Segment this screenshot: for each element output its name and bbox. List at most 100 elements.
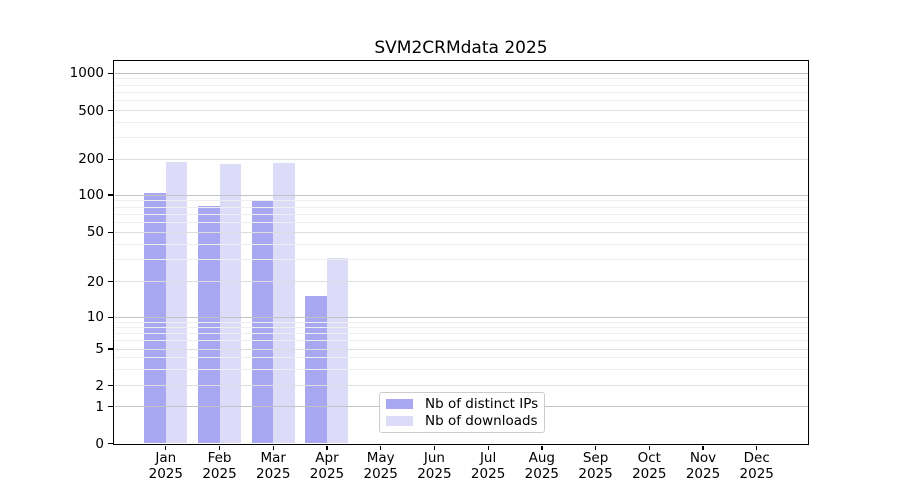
legend-label-downloads: Nb of downloads <box>425 413 538 429</box>
y-tick-mark <box>107 442 114 445</box>
gridline-minor <box>115 100 809 102</box>
y-tick-mark <box>107 316 114 318</box>
bar-distinct-ips-jan <box>144 193 166 444</box>
gridline-minor <box>115 78 809 80</box>
x-tick-label: Dec 2025 <box>729 450 785 483</box>
x-tick-mark <box>756 445 758 450</box>
legend-item-downloads: Nb of downloads <box>386 413 538 429</box>
bar-downloads-mar <box>273 162 295 444</box>
gridline-minor <box>115 206 809 208</box>
x-tick-label-year: 2025 <box>685 465 721 482</box>
x-tick-mark <box>272 445 274 450</box>
legend-swatch-downloads <box>386 415 413 427</box>
gridline-minor <box>115 221 809 223</box>
gridline-minor <box>115 200 809 202</box>
x-tick-mark <box>380 445 382 450</box>
bar-distinct-ips-feb <box>198 205 220 444</box>
gridline-mid <box>115 110 809 112</box>
x-tick-label-year: 2025 <box>148 465 183 482</box>
x-tick-label-year: 2025 <box>524 465 559 482</box>
y-tick-label: 50 <box>86 224 104 241</box>
x-tick-label-year: 2025 <box>309 465 345 482</box>
x-tick-label: Mar 2025 <box>245 450 301 483</box>
gridline-major <box>115 194 809 196</box>
x-tick-label-year: 2025 <box>256 465 291 482</box>
y-tick-label: 500 <box>78 102 104 119</box>
gridline-mid <box>115 158 809 160</box>
x-tick-mark <box>541 445 543 450</box>
x-tick-mark <box>433 445 436 450</box>
x-tick-label-year: 2025 <box>363 465 398 482</box>
x-tick-label: Feb 2025 <box>192 450 248 483</box>
y-tick-mark <box>107 348 114 350</box>
y-tick-mark <box>107 158 114 160</box>
chart-title: SVM2CRMdata 2025 <box>374 38 548 58</box>
gridline-minor <box>115 333 809 335</box>
gridline-major <box>115 72 809 74</box>
legend: Nb of distinct IPs Nb of downloads <box>379 392 545 433</box>
y-tick-label: 100 <box>78 187 104 203</box>
y-tick-label: 200 <box>78 151 104 168</box>
gridline-major <box>115 316 809 318</box>
bar-downloads-jan <box>165 161 188 444</box>
x-tick-label-year: 2025 <box>470 465 506 482</box>
y-tick-mark <box>107 385 114 387</box>
gridline-minor <box>115 321 809 323</box>
gridline-minor <box>115 137 809 139</box>
x-tick-mark <box>594 445 597 450</box>
y-tick-label: 2 <box>95 377 104 394</box>
x-tick-label: Jul 2025 <box>460 450 516 483</box>
gridline-minor <box>115 259 809 261</box>
gridline-mid <box>115 281 809 283</box>
x-tick-label: Nov 2025 <box>675 450 731 483</box>
gridline-minor <box>115 357 809 359</box>
x-tick-mark <box>702 445 704 450</box>
bar-downloads-apr <box>326 258 349 444</box>
gridline-mid <box>115 385 809 387</box>
y-tick-mark <box>107 406 114 408</box>
gridline-minor <box>115 340 809 342</box>
x-tick-label-year: 2025 <box>632 465 667 482</box>
x-tick-mark <box>218 445 221 450</box>
gridline-minor <box>115 122 809 124</box>
x-tick-mark <box>165 445 167 450</box>
gridline-minor <box>115 213 809 215</box>
x-tick-label: Aug 2025 <box>514 450 570 483</box>
y-tick-label: 0 <box>95 435 104 452</box>
y-tick-label: 1 <box>95 398 104 415</box>
x-tick-label: Apr 2025 <box>299 450 355 483</box>
gridline-minor <box>115 84 809 86</box>
x-tick-label: Oct 2025 <box>621 450 677 483</box>
gridline-minor <box>115 327 809 328</box>
x-tick-label: Jan 2025 <box>138 450 194 483</box>
gridline-minor <box>115 92 809 94</box>
gridline-mid <box>115 231 809 233</box>
y-tick-mark <box>107 72 114 74</box>
x-tick-label: Sep 2025 <box>568 450 624 483</box>
y-tick-mark <box>107 231 114 233</box>
y-tick-label: 5 <box>95 341 104 357</box>
y-tick-label: 20 <box>86 273 104 290</box>
x-tick-label-year: 2025 <box>578 465 613 482</box>
x-tick-mark <box>487 445 489 450</box>
legend-label-distinct-ips: Nb of distinct IPs <box>425 396 539 412</box>
x-tick-mark <box>326 445 328 450</box>
x-tick-label-year: 2025 <box>202 465 237 482</box>
y-tick-mark <box>107 110 114 112</box>
bar-downloads-feb <box>219 164 242 444</box>
x-tick-mark <box>648 445 650 450</box>
x-tick-label-year: 2025 <box>417 465 452 482</box>
x-tick-label: Jun 2025 <box>406 450 462 483</box>
y-tick-mark <box>107 194 114 196</box>
gridline-mid <box>115 348 809 350</box>
y-tick-label: 10 <box>86 309 104 326</box>
legend-item-distinct-ips: Nb of distinct IPs <box>386 396 538 412</box>
x-tick-label: May 2025 <box>353 450 409 483</box>
y-tick-label: 1000 <box>69 65 104 82</box>
legend-swatch-distinct-ips <box>386 398 413 410</box>
gridline-minor <box>115 243 809 245</box>
x-tick-label-year: 2025 <box>739 465 774 482</box>
gridline-minor <box>115 368 809 370</box>
y-tick-mark <box>107 281 114 283</box>
